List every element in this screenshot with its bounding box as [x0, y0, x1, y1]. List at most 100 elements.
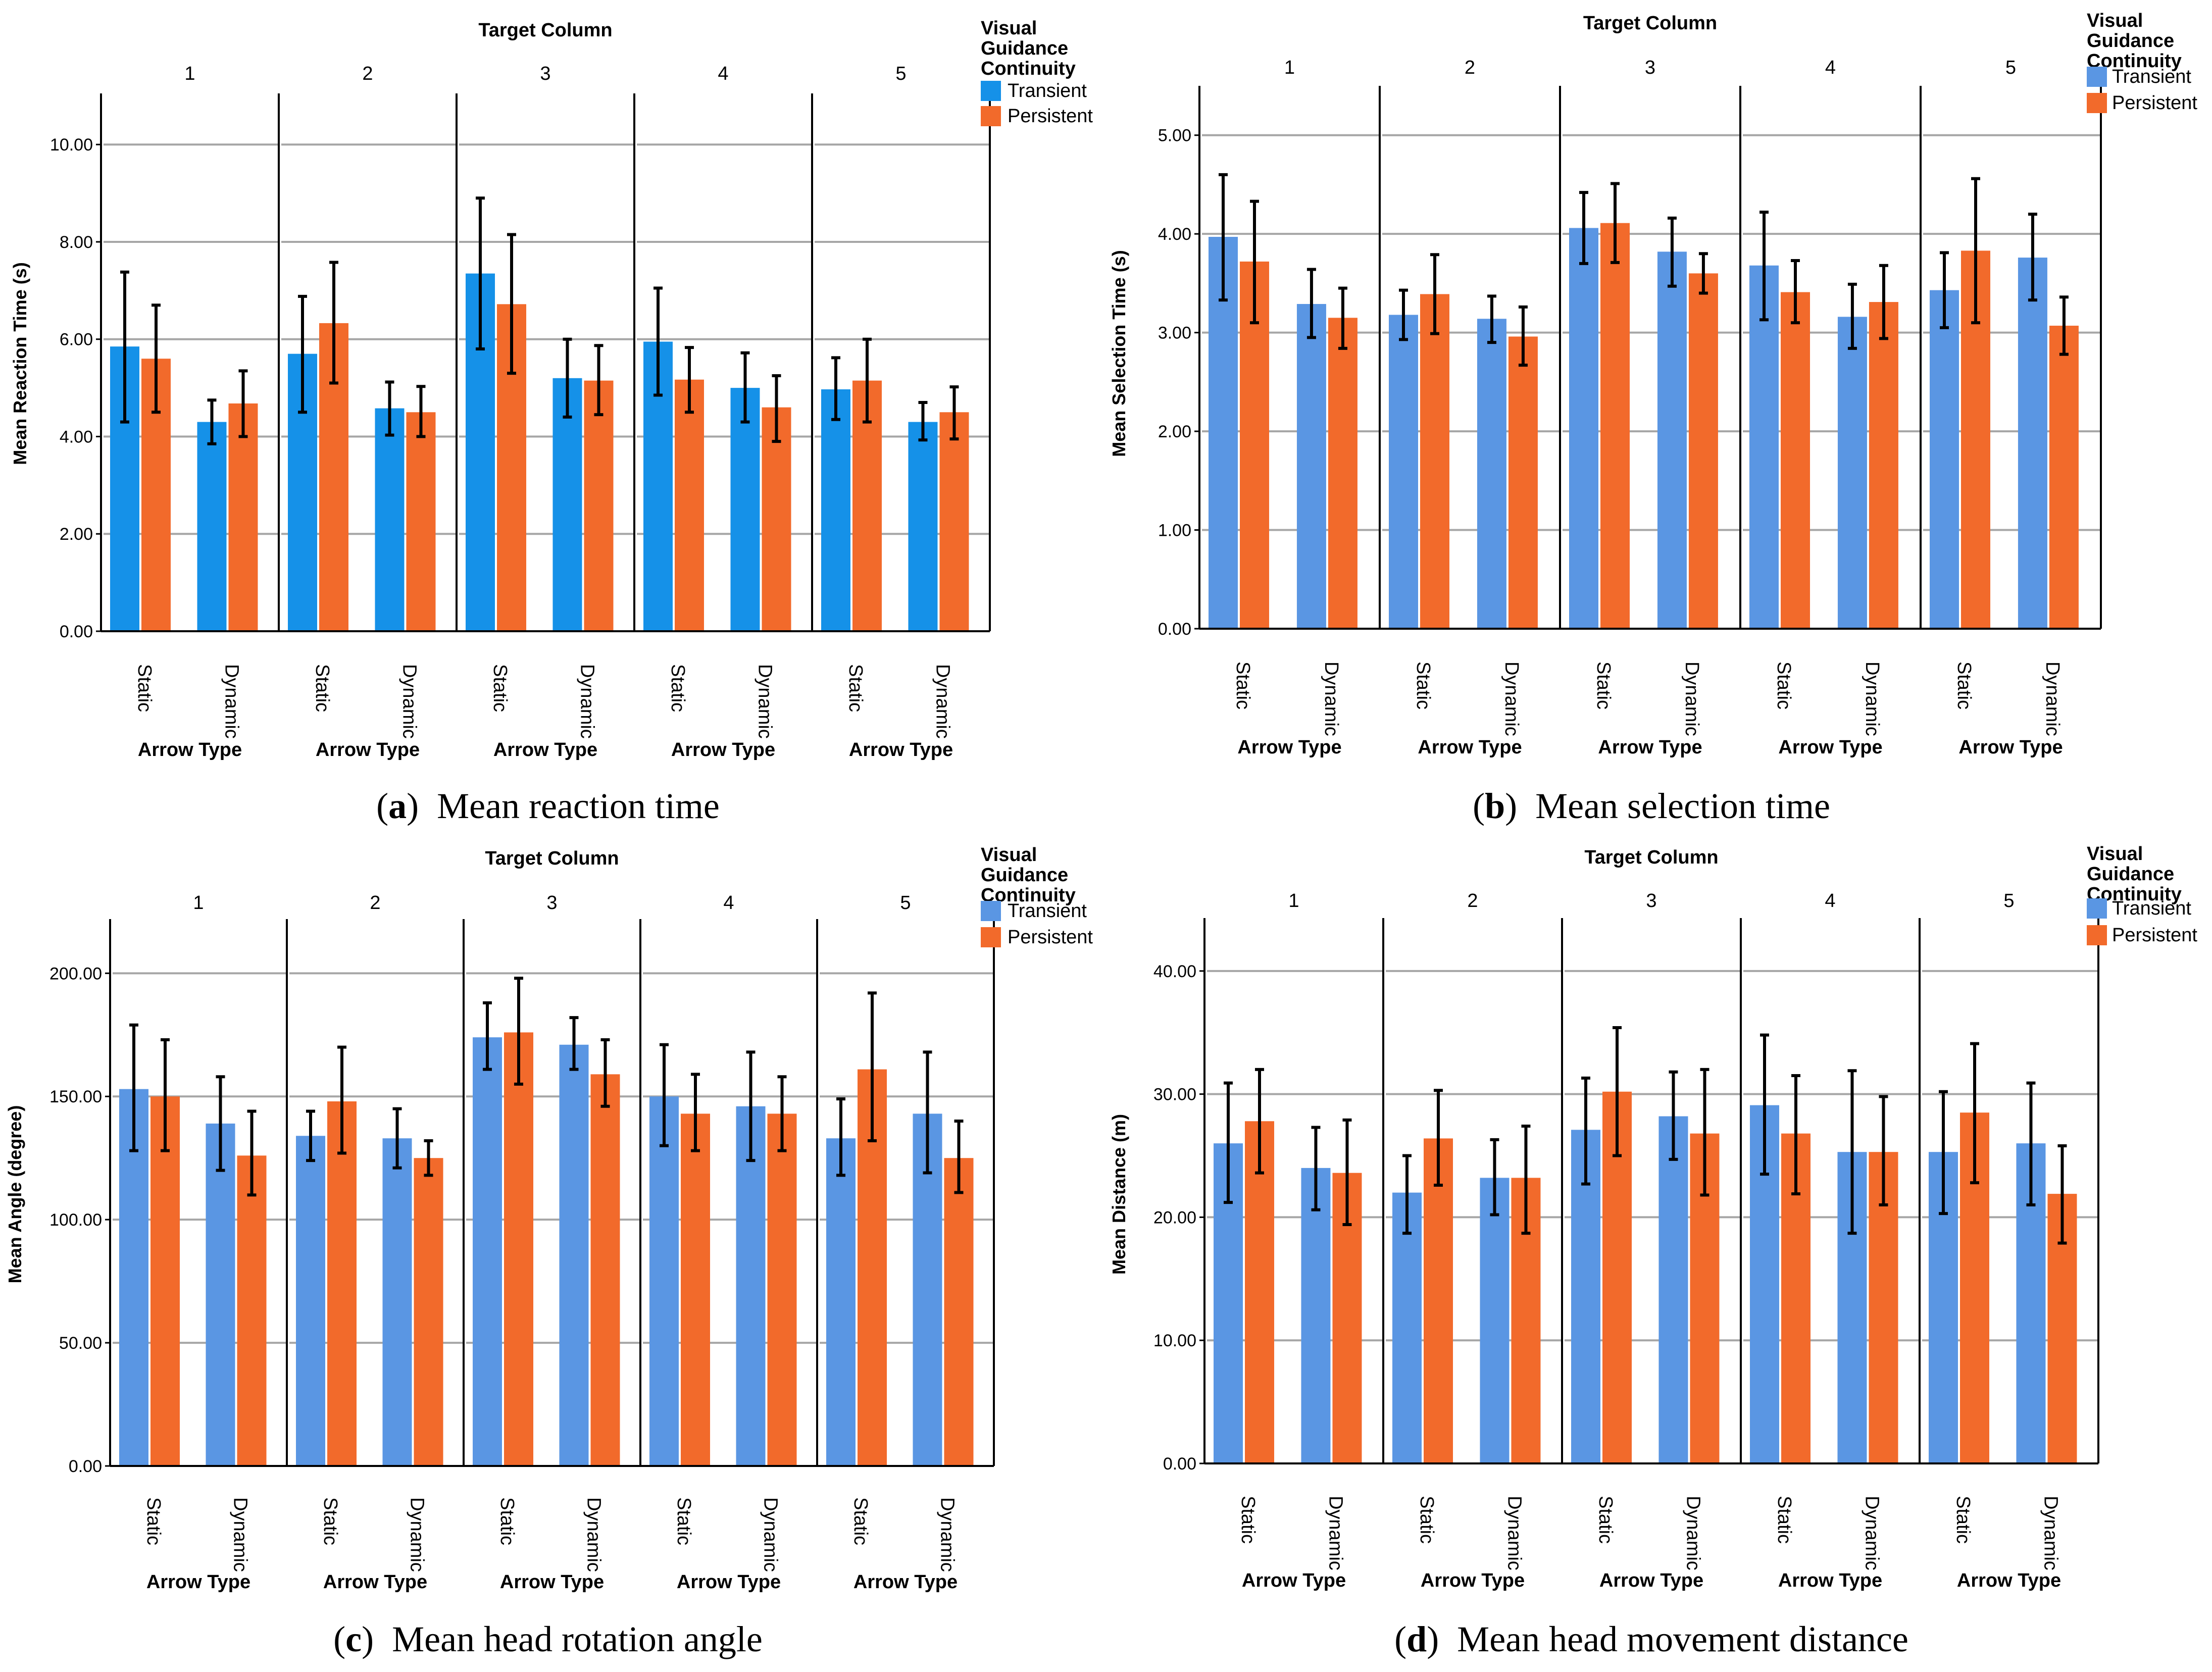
bar-persistent	[939, 412, 969, 631]
x-tick-label-static: Static	[673, 1497, 694, 1545]
x-tick-label-dynamic: Dynamic	[407, 1497, 428, 1572]
bar-persistent	[1600, 223, 1630, 629]
caption-text: Mean selection time	[1535, 786, 1830, 826]
caption-paren-close: )	[1427, 1619, 1457, 1659]
legend-title: Visual	[981, 18, 1037, 39]
facet-number: 4	[1825, 890, 1835, 911]
y-axis-title: Mean Distance (m)	[1109, 1114, 1129, 1275]
bar-persistent	[584, 380, 614, 631]
y-tick-label: 0.00	[1163, 1454, 1196, 1474]
y-tick-label: 200.00	[49, 964, 102, 983]
x-axis-title: Arrow Type	[1418, 737, 1522, 758]
x-tick-label-dynamic: Dynamic	[2042, 662, 2063, 736]
x-tick-label-dynamic: Dynamic	[1321, 662, 1342, 736]
legend-swatch-persistent	[981, 106, 1001, 126]
y-tick-label: 2.00	[1158, 422, 1191, 441]
y-tick-label: 20.00	[1153, 1208, 1196, 1227]
bar-transient	[1209, 237, 1238, 629]
facet-number: 1	[1284, 57, 1295, 78]
bar-transient	[1392, 1192, 1422, 1463]
x-tick-label-static: Static	[1237, 1496, 1259, 1544]
x-axis-title: Arrow Type	[500, 1572, 604, 1593]
caption-paren-open: (	[376, 786, 388, 826]
y-tick-label: 0.00	[1158, 620, 1191, 639]
facet-number: 2	[362, 63, 373, 84]
facet-number: 1	[184, 63, 195, 84]
panel-caption: (c) Mean head rotation angle	[333, 1619, 763, 1659]
facet-number: 3	[546, 892, 557, 914]
x-axis-title: Arrow Type	[1778, 737, 1882, 758]
bar-transient	[206, 1123, 235, 1466]
x-tick-label-dynamic: Dynamic	[576, 664, 597, 739]
x-tick-label-static: Static	[1595, 1496, 1616, 1544]
x-tick-label-static: Static	[320, 1497, 341, 1545]
caption-paren-open: (	[1394, 1619, 1406, 1659]
chart-panel-c: 0.00 50.00 100.00 150.00 200.00 Mean Angle (d…	[5, 844, 1093, 1659]
caption-paren-open: (	[1473, 786, 1485, 826]
x-tick-label-static: Static	[1416, 1496, 1437, 1544]
x-tick-label-dynamic: Dynamic	[2040, 1496, 2061, 1570]
x-axis-title: Arrow Type	[1599, 1570, 1703, 1591]
caption-text: Mean reaction time	[437, 786, 720, 826]
legend-label-persistent: Persistent	[1008, 106, 1093, 127]
facet-number: 2	[370, 892, 380, 914]
bar-transient	[473, 1037, 502, 1466]
legend-title: Visual	[2087, 10, 2143, 31]
x-axis-title: Arrow Type	[323, 1572, 427, 1593]
bar-persistent	[1328, 318, 1358, 629]
y-axis-title: Mean Reaction Time (s)	[10, 262, 30, 465]
y-tick-label: 8.00	[60, 233, 93, 252]
x-axis-title: Arrow Type	[146, 1572, 250, 1593]
panel-caption: (b) Mean selection time	[1473, 786, 1830, 826]
x-axis-title: Arrow Type	[1242, 1570, 1346, 1591]
chart-panel-b: 0.00 1.00 2.00 3.00 4.00 5.00 Mean Selection T…	[1109, 10, 2197, 826]
caption-letter: d	[1406, 1619, 1427, 1659]
bar-transient	[1480, 1178, 1510, 1463]
bar-transient	[1296, 303, 1326, 629]
x-tick-label-static: Static	[1774, 1496, 1795, 1544]
legend-swatch-transient	[981, 901, 1001, 921]
legend: VisualGuidanceContinuityTransientPersist…	[981, 844, 1093, 948]
bar-persistent	[681, 1113, 710, 1466]
bar-transient	[1837, 317, 1867, 629]
y-tick-label: 3.00	[1158, 324, 1191, 343]
caption-letter: b	[1485, 786, 1505, 826]
x-axis-title: Arrow Type	[1957, 1570, 2061, 1591]
bar-persistent	[1508, 336, 1538, 629]
facet-number: 4	[718, 63, 728, 84]
y-tick-label: 1.00	[1158, 521, 1191, 540]
legend-title: Guidance	[981, 38, 1068, 59]
x-tick-label-dynamic: Dynamic	[221, 664, 242, 739]
bar-persistent	[327, 1101, 357, 1466]
caption-paren-close: )	[407, 786, 437, 826]
x-tick-label-static: Static	[134, 664, 155, 712]
panel-caption: (d) Mean head movement distance	[1394, 1619, 1908, 1659]
legend-title: Guidance	[981, 865, 1068, 886]
bar-transient	[2018, 258, 2047, 629]
x-axis-title: Arrow Type	[493, 739, 597, 761]
x-tick-label-static: Static	[850, 1497, 871, 1545]
x-tick-label-dynamic: Dynamic	[932, 664, 953, 739]
x-tick-label-dynamic: Dynamic	[1503, 1496, 1525, 1570]
bar-transient	[908, 422, 938, 631]
chart-panel-d: 0.00 10.00 20.00 30.00 40.00 Mean Distance (m…	[1109, 843, 2197, 1659]
y-tick-label: 0.00	[69, 1457, 102, 1476]
caption-paren-close: )	[1505, 786, 1535, 826]
bar-transient	[1657, 251, 1687, 629]
legend: VisualGuidanceContinuityTransientPersist…	[981, 18, 1093, 127]
x-tick-label-static: Static	[667, 664, 688, 712]
bar-transient	[1569, 228, 1598, 629]
y-axis-title: Mean Angle (degree)	[5, 1105, 25, 1284]
